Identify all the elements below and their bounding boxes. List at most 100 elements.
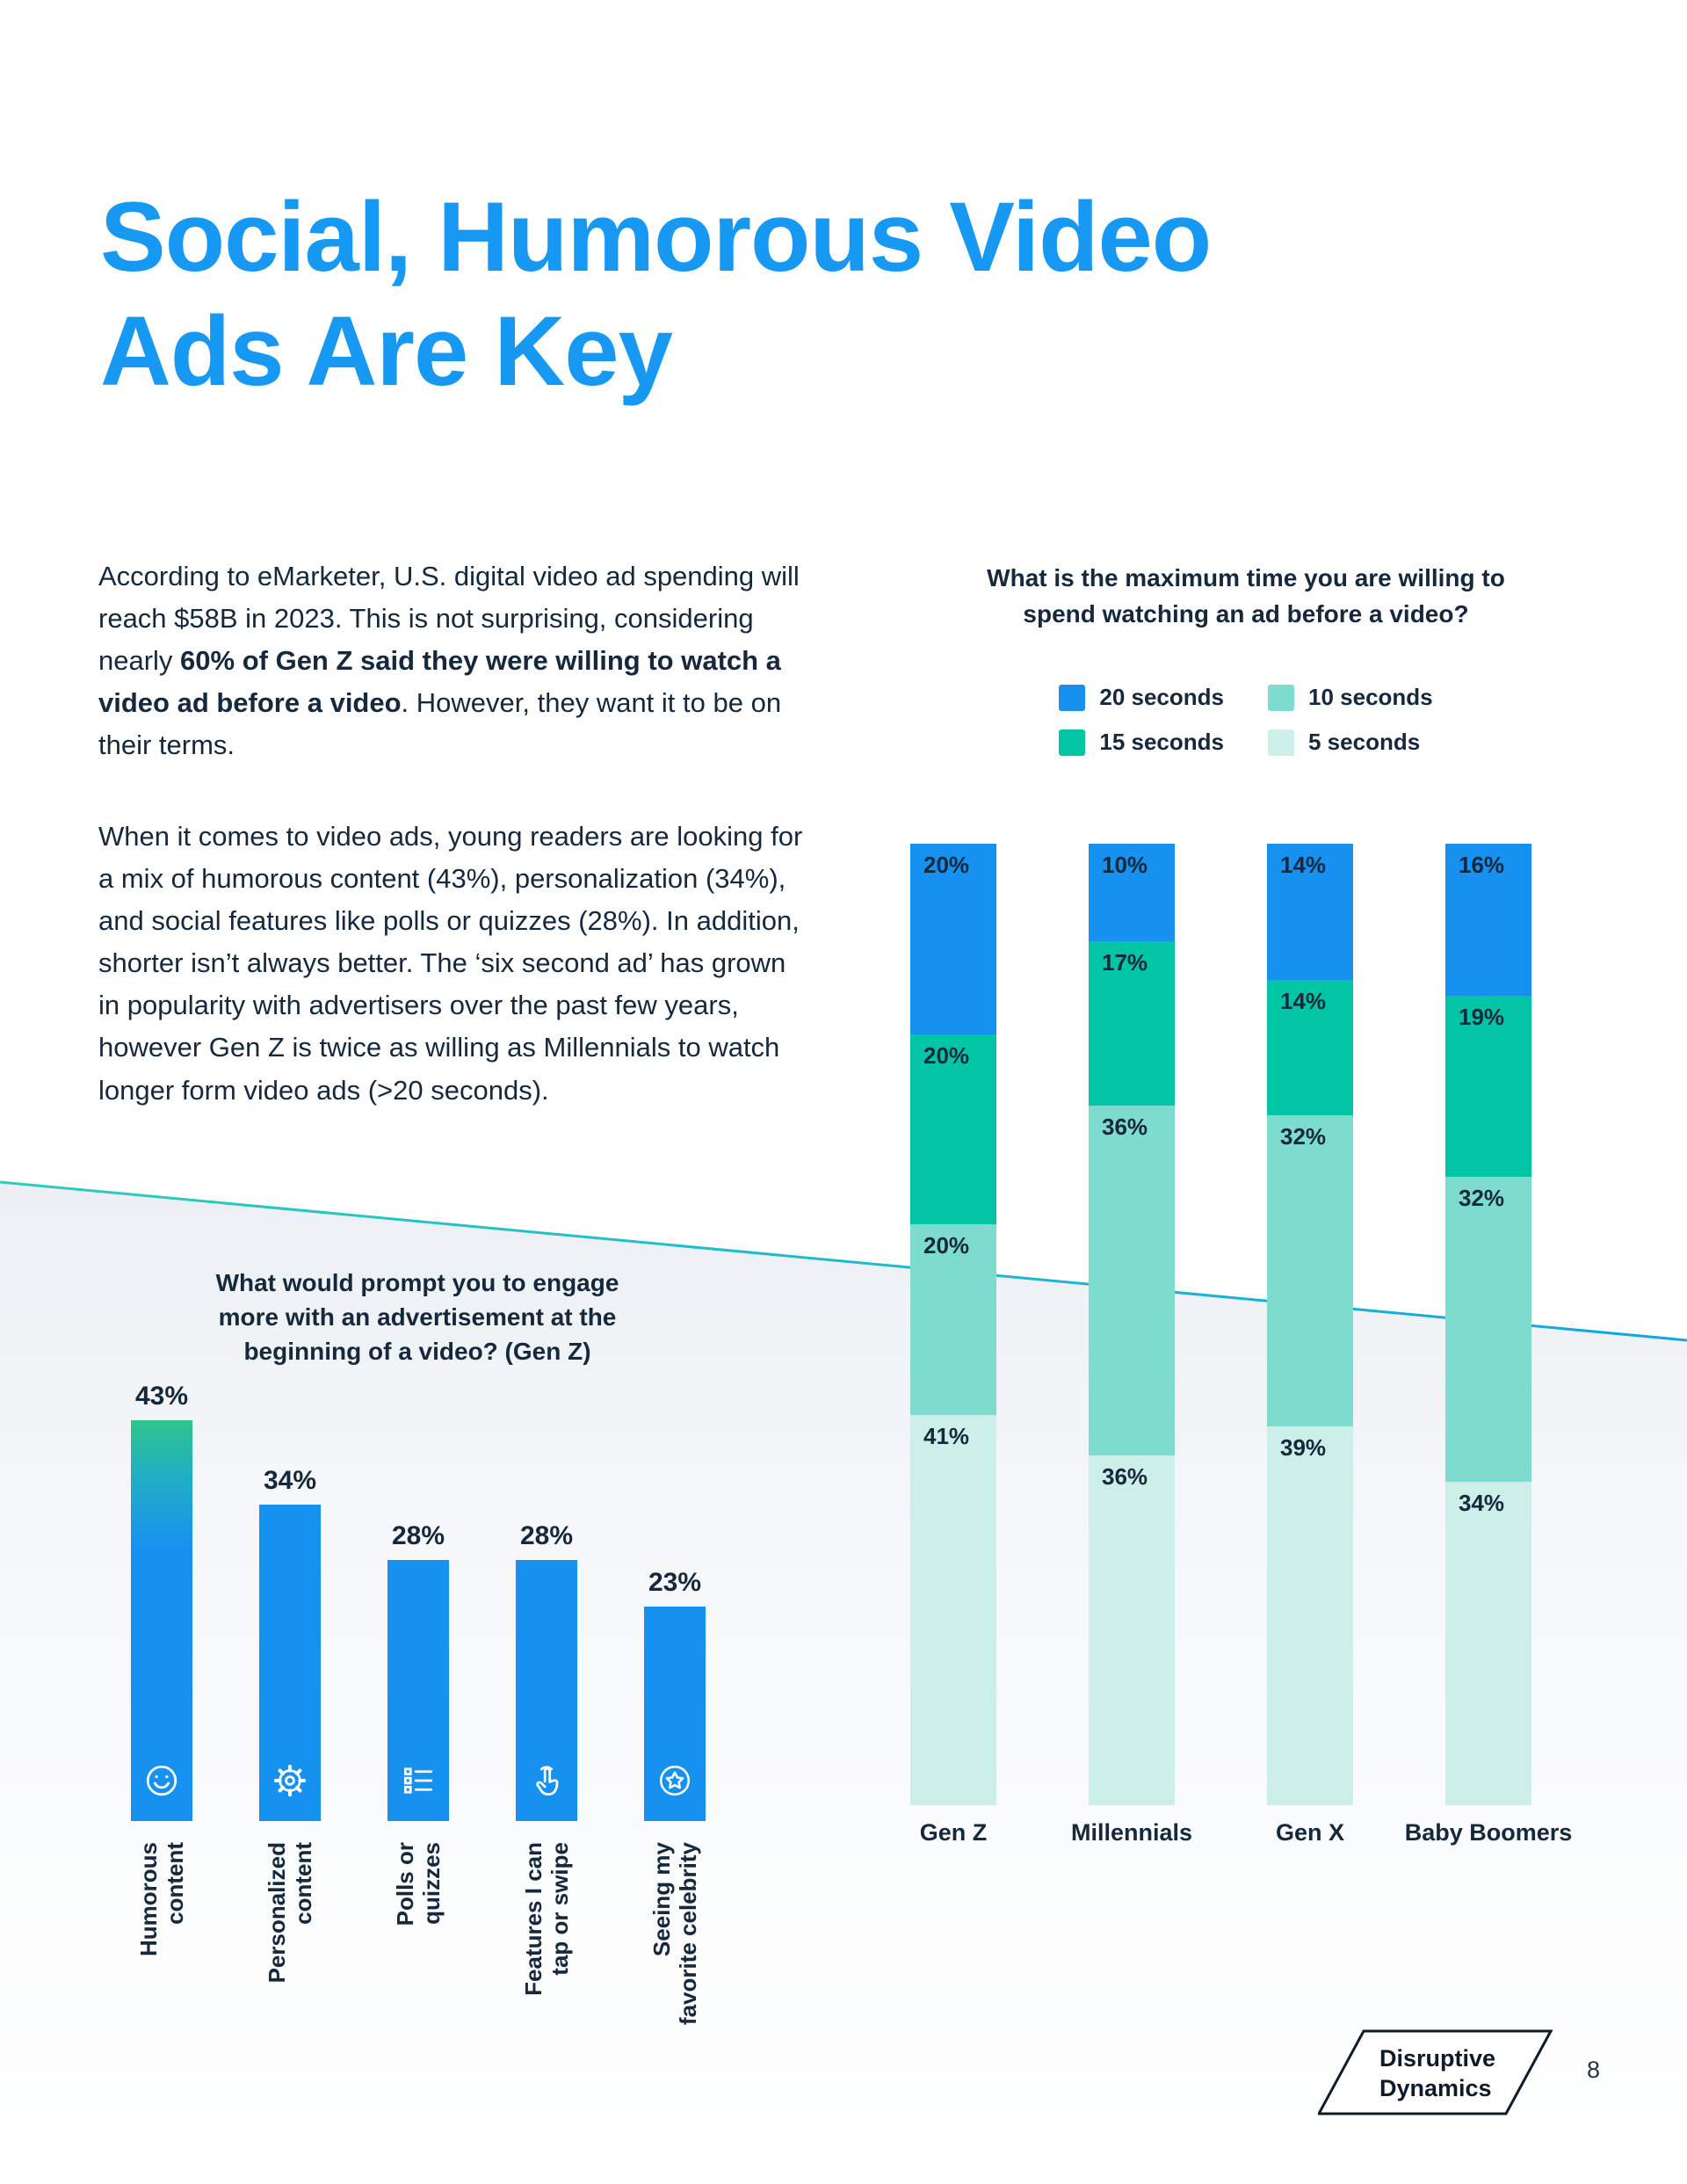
intro-paragraph-2: When it comes to video ads, young reader…	[98, 821, 803, 1106]
page-title: Social, Humorous Video Ads Are Key	[100, 180, 1212, 409]
stacked-bars: 20% 20% 20% 41% Gen Z 10% 17% 36% 36% Millennials…	[910, 844, 1572, 1846]
segment-value-label: 10%	[1102, 852, 1148, 878]
legend-swatch	[1268, 729, 1294, 756]
segment-15-seconds: 14%	[1267, 979, 1353, 1116]
legend-item-10-seconds: 10 seconds	[1268, 684, 1433, 711]
gear-icon	[271, 1761, 309, 1800]
segment-5-seconds: 34%	[1445, 1481, 1531, 1805]
intro-paragraph-1: According to eMarketer, U.S. digital vid…	[98, 555, 810, 766]
segment-10-seconds: 20%	[910, 1224, 996, 1415]
diagonal-gradient-area	[0, 1182, 1687, 2184]
logo-parallelogram	[1318, 2029, 1553, 2115]
segment-value-label: 36%	[1102, 1463, 1148, 1491]
category-label: Baby Boomers	[1404, 1819, 1573, 1846]
category-label: Millennials	[1070, 1819, 1193, 1846]
segment-value-label: 20%	[923, 1041, 970, 1069]
page-title-line-1: Social, Humorous Video	[100, 182, 1212, 292]
segment-value-label: 36%	[1102, 1114, 1148, 1141]
bar-personalized-content	[259, 1504, 321, 1821]
legend-label: 5 seconds	[1308, 729, 1421, 755]
logo-line-1: Disruptive	[1379, 2045, 1496, 2072]
segment-value-label: 20%	[923, 852, 970, 878]
bar-category-label: Features I can tap or swipe	[520, 1842, 573, 1996]
engagement-bar-column-personalized-content: 34%	[259, 1382, 321, 1983]
bar-category-label: Seeing my favorite celebrity	[648, 1842, 701, 2026]
legend-swatch	[1268, 684, 1294, 711]
bar-tap-or-swipe	[516, 1560, 577, 1821]
bar-humorous-content	[131, 1420, 192, 1821]
segment-5-seconds: 36%	[1089, 1455, 1175, 1805]
bar-category-label: Humorous content	[135, 1842, 188, 1956]
stacked-bar-millennials: 10% 17% 36% 36% Millennials	[1071, 844, 1192, 1846]
intro-p1-bold: 60% of Gen Z said they were willing to w…	[98, 645, 781, 719]
diagonal-accent-line	[0, 1180, 1687, 1342]
intro-copy: According to eMarketer, U.S. digital vid…	[98, 555, 810, 1112]
bar-value-label: 23%	[648, 1568, 702, 1598]
legend-label: 20 seconds	[1099, 684, 1224, 710]
segment-10-seconds: 32%	[1267, 1115, 1353, 1427]
smiley-icon	[142, 1761, 181, 1800]
stacked-bar-gen-z: 20% 20% 20% 41% Gen Z	[910, 844, 996, 1846]
segment-10-seconds: 36%	[1089, 1106, 1175, 1456]
category-label: Gen Z	[919, 1819, 988, 1846]
bar-value-label: 43%	[134, 1382, 189, 1411]
page-title-line-2: Ads Are Key	[100, 295, 673, 406]
chart-legend: 20 seconds 10 seconds 15 seconds 5 seconds	[1059, 684, 1433, 756]
engagement-chart-title: What would prompt you to engage more wit…	[215, 1269, 619, 1366]
segment-value-label: 32%	[1459, 1185, 1505, 1212]
segment-15-seconds: 17%	[1089, 940, 1175, 1107]
poll-list-icon	[399, 1761, 438, 1800]
segment-20-seconds: 16%	[1445, 844, 1531, 997]
segment-5-seconds: 39%	[1267, 1426, 1353, 1805]
segment-15-seconds: 20%	[910, 1034, 996, 1225]
intro-p1-pre: According to eMarketer, U.S. digital vid…	[98, 561, 800, 677]
segment-value-label: 17%	[1102, 948, 1148, 976]
legend-item-5-seconds: 5 seconds	[1268, 729, 1433, 756]
bar-value-label: 28%	[391, 1521, 445, 1551]
disruptive-dynamics-logo: Disruptive Dynamics	[1318, 2028, 1553, 2116]
engagement-bar-column-tap-or-swipe: 28% Features I can tap or swipe	[516, 1382, 577, 1996]
engagement-bar-column-humorous-content: 43% Humorous content	[131, 1382, 192, 1956]
legend-label: 15 seconds	[1099, 729, 1224, 755]
segment-20-seconds: 14%	[1267, 844, 1353, 980]
tap-icon	[527, 1761, 566, 1800]
segment-value-label: 14%	[1280, 852, 1327, 878]
segment-value-label: 34%	[1459, 1489, 1505, 1516]
segment-value-label: 39%	[1280, 1434, 1327, 1462]
legend-item-15-seconds: 15 seconds	[1059, 729, 1224, 756]
bar-category-label: Personalized content	[264, 1842, 316, 1984]
segment-value-label: 32%	[1280, 1123, 1327, 1150]
bar-favorite-celebrity	[644, 1607, 706, 1821]
segment-value-label: 16%	[1459, 852, 1505, 878]
page-number: 8	[1587, 2057, 1601, 2083]
stacked-bar-baby-boomers: 16% 19% 32% 34% Baby Boomers	[1405, 844, 1572, 1846]
segment-20-seconds: 20%	[910, 844, 996, 1034]
bar-polls-or-quizzes	[387, 1560, 449, 1821]
logo-text: Disruptive Dynamics	[1379, 2043, 1495, 2103]
bar-value-label: 34%	[263, 1465, 317, 1495]
intro-p1-post: . However, they want it to be on their t…	[98, 687, 782, 761]
legend-swatch	[1059, 729, 1086, 756]
category-label: Gen X	[1275, 1819, 1345, 1846]
legend-item-20-seconds: 20 seconds	[1059, 684, 1224, 711]
segment-value-label: 19%	[1459, 1004, 1505, 1031]
logo-line-2: Dynamics	[1379, 2075, 1492, 2101]
segment-5-seconds: 41%	[910, 1414, 996, 1805]
segment-20-seconds: 10%	[1089, 844, 1175, 941]
bar-value-label: 28%	[519, 1521, 574, 1551]
star-badge-icon	[655, 1761, 694, 1800]
segment-value-label: 14%	[1280, 987, 1327, 1014]
legend-label: 10 seconds	[1308, 684, 1433, 710]
segment-10-seconds: 32%	[1445, 1177, 1531, 1482]
max-time-chart-title: What is the maximum time you are willing…	[987, 564, 1505, 628]
engagement-chart: 43% Humorous content 34%	[131, 1382, 706, 2025]
segment-value-label: 41%	[923, 1422, 970, 1449]
engagement-bar-column-polls-or-quizzes: 28% Polls or quizzes	[387, 1382, 449, 1926]
segment-15-seconds: 19%	[1445, 996, 1531, 1178]
bar-category-label: Polls or quizzes	[392, 1842, 445, 1926]
stacked-bar-gen-x: 14% 14% 32% 39% Gen X	[1267, 844, 1353, 1846]
legend-swatch	[1059, 684, 1086, 711]
engagement-bar-column-favorite-celebrity: 23% Seeing my favorite celebrity	[644, 1382, 706, 2025]
